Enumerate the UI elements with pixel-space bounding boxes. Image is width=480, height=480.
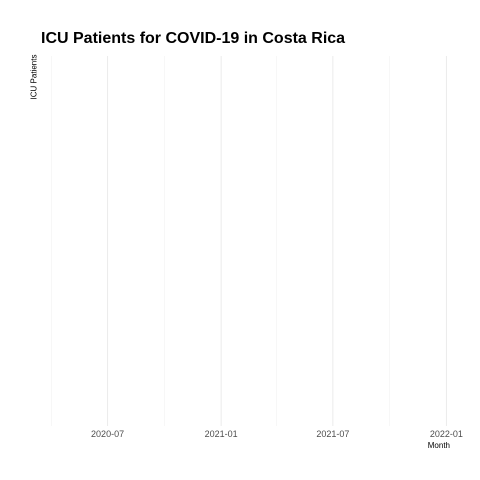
grid [51, 56, 447, 426]
chart-title: ICU Patients for COVID-19 in Costa Rica [41, 30, 345, 47]
x-tick-label: 2022-01 [430, 429, 463, 439]
y-axis-label: ICU Patients [30, 55, 39, 100]
x-axis-ticks: 2020-07 2021-01 2021-07 2022-01 [91, 429, 463, 439]
x-tick-label: 2021-07 [316, 429, 349, 439]
x-axis-label: Month [428, 441, 450, 450]
x-tick-label: 2020-07 [91, 429, 124, 439]
x-tick-label: 2021-01 [205, 429, 238, 439]
